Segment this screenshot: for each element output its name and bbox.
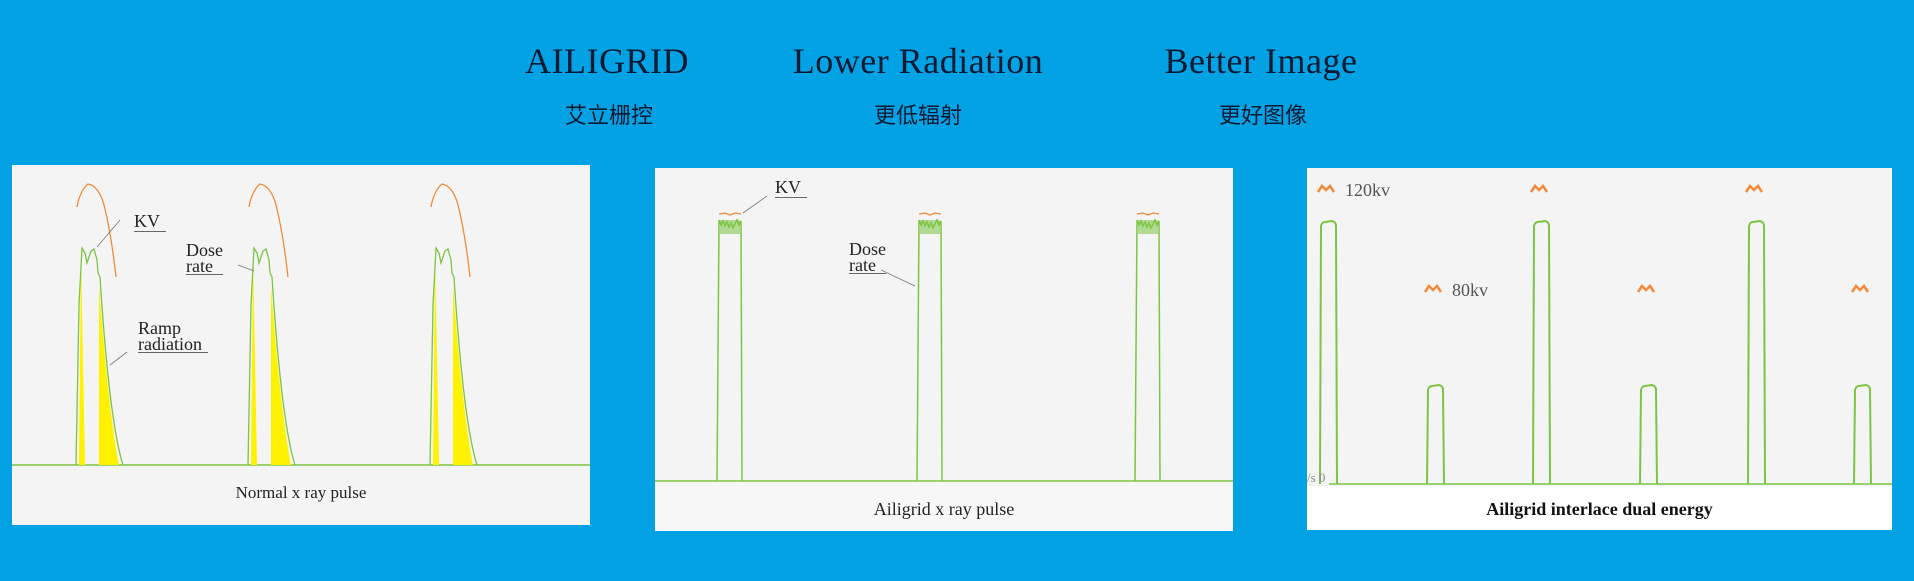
kv-line [76, 183, 117, 278]
120kv-dose-pulse [1747, 219, 1766, 485]
80kv-dose-pulse [1426, 383, 1445, 485]
dose-rate-noise [1138, 220, 1158, 234]
axis-zero-label: /s 0 [1307, 470, 1326, 485]
ramp-radiation-fill [79, 255, 85, 465]
kv-leader [742, 195, 768, 214]
kv-line [1136, 212, 1160, 216]
120kv-dose-pulse [1319, 219, 1338, 485]
subtitle-better-image-zh: 更好图像 [1218, 104, 1308, 129]
dual-energy-waveform [1316, 184, 1892, 485]
subtitle-ailigrid-zh: 艾立栅控 [564, 104, 654, 129]
ramp-radiation-fill [433, 255, 439, 465]
80kv-label: 80kv [1452, 280, 1488, 300]
120kv-label: 120kv [1345, 180, 1390, 200]
ailigrid-pulse-panel: KV Dose rate Ailigrid x ray pulse [655, 168, 1233, 531]
title-better-image: Better Image [1164, 41, 1358, 81]
title-ailigrid: AILIGRID [525, 41, 689, 81]
80kv-dose-pulse [1853, 383, 1872, 485]
dose-rate-noise [920, 220, 940, 234]
80kv-marker [1636, 284, 1656, 293]
kv-line [430, 183, 471, 278]
normal-pulse-caption: Normal x ray pulse [235, 483, 367, 502]
kv-line [718, 212, 742, 216]
normal-pulse-panel: KV Dose rate Ramp radiation Normal x ray p… [12, 165, 590, 525]
120kv-dose-pulse [1532, 219, 1551, 485]
dose-rate-pulse [716, 218, 743, 482]
ramp-radiation-fill [99, 285, 119, 465]
dose-rate-line [75, 245, 124, 466]
120kv-marker [1529, 184, 1549, 193]
80kv-marker [1850, 284, 1870, 293]
80kv-marker [1423, 284, 1443, 293]
dose-rate-line [429, 245, 478, 466]
dose-rate-pulse [916, 218, 943, 482]
ramp-radiation-fill [453, 285, 473, 465]
ramp-radiation-label: Ramp radiation [138, 319, 208, 353]
dose-rate-label: Dose rate [186, 240, 223, 276]
subtitle-lower-radiation-zh: 更低辐射 [873, 104, 963, 129]
kv-line [248, 183, 289, 278]
kv-label: KV [775, 177, 807, 198]
kv-leader [96, 219, 121, 248]
dual-energy-caption: Ailigrid interlace dual energy [1486, 499, 1713, 519]
ailigrid-pulse-waveform [655, 195, 1233, 482]
dose-rate-noise [720, 220, 740, 234]
ramp-leader [109, 351, 128, 366]
normal-pulse-waveform [12, 183, 590, 466]
kv-label: KV [134, 211, 166, 232]
80kv-dose-pulse [1639, 383, 1658, 485]
title-lower-radiation: Lower Radiation [792, 41, 1044, 81]
120kv-marker [1316, 184, 1336, 193]
kv-line [918, 212, 942, 216]
dose-rate-label: Dose rate [849, 239, 886, 275]
dose-rate-leader [880, 269, 916, 287]
ailigrid-pulse-caption: Ailigrid x ray pulse [873, 499, 1015, 519]
dose-rate-line [247, 245, 296, 466]
dose-rate-pulse [1134, 218, 1161, 482]
dual-energy-panel: 120kv 80kv /s 0 Ailigrid interlace dual … [1307, 168, 1892, 530]
ramp-radiation-fill [251, 255, 257, 465]
ramp-radiation-fill [271, 285, 291, 465]
dose-rate-leader [237, 264, 255, 272]
120kv-marker [1744, 184, 1764, 193]
